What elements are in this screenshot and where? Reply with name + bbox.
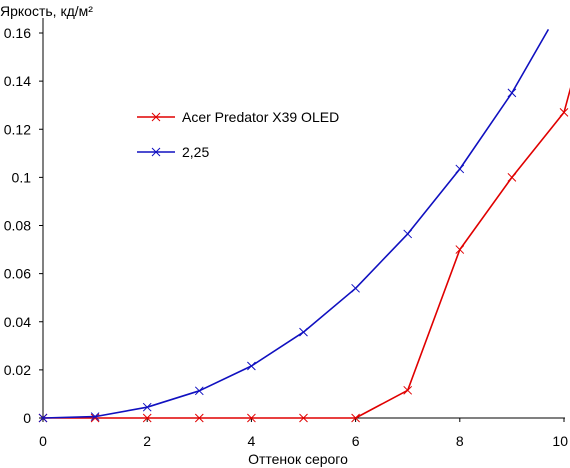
legend-marker [151, 147, 161, 157]
y-tick-label: 0.08 [4, 218, 31, 234]
data-point-marker [194, 413, 204, 423]
data-point-marker [299, 413, 308, 423]
data-point-marker [559, 108, 569, 117]
y-tick-label: 0 [23, 410, 31, 426]
x-tick-label: 6 [352, 433, 360, 449]
y-tick-label: 0.04 [4, 314, 31, 330]
series-line-0 [43, 87, 570, 419]
y-tick-label: 0.02 [4, 362, 31, 378]
data-point-marker [38, 413, 48, 423]
data-point-marker [507, 88, 517, 98]
x-tick-label: 10 [552, 433, 568, 449]
plot-area [38, 29, 570, 423]
data-point-marker [455, 245, 465, 254]
legend: Acer Predator X39 OLED 2,25 [137, 109, 339, 160]
data-point-marker [247, 361, 256, 371]
data-point-marker [351, 283, 360, 293]
y-axis-title: Яркость, кд/м² [0, 3, 93, 19]
x-tick-label: 4 [248, 433, 256, 449]
data-point-marker [142, 402, 152, 412]
y-tick-label: 0.06 [4, 266, 31, 282]
axis-ticks: 0 2 4 6 8 10 0 0.02 0.04 0.06 0.08 0.1 0.12 0.14 0.16 [4, 25, 568, 449]
series-line-1 [42, 29, 550, 419]
legend-marker [151, 112, 161, 122]
legend-label: Acer Predator X39 OLED [182, 109, 339, 125]
data-point-marker [142, 413, 152, 423]
legend-label: 2,25 [182, 144, 209, 160]
x-axis-title: Оттенок серого [248, 451, 348, 467]
data-point-marker [507, 173, 517, 182]
data-point-marker [403, 385, 413, 395]
y-tick-label: 0.14 [4, 73, 31, 89]
x-tick-label: 8 [456, 433, 464, 449]
data-point-marker [351, 413, 360, 423]
y-tick-label: 0.1 [12, 169, 32, 185]
data-point-marker [299, 327, 308, 337]
data-point-marker [455, 164, 465, 174]
x-tick-label: 2 [143, 433, 151, 449]
x-tick-label: 0 [39, 433, 47, 449]
y-tick-label: 0.12 [4, 121, 31, 137]
data-point-marker [90, 412, 100, 421]
data-point-marker [247, 413, 256, 423]
y-tick-label: 0.16 [4, 25, 31, 41]
data-point-marker [194, 386, 204, 396]
data-point-marker [403, 229, 413, 239]
